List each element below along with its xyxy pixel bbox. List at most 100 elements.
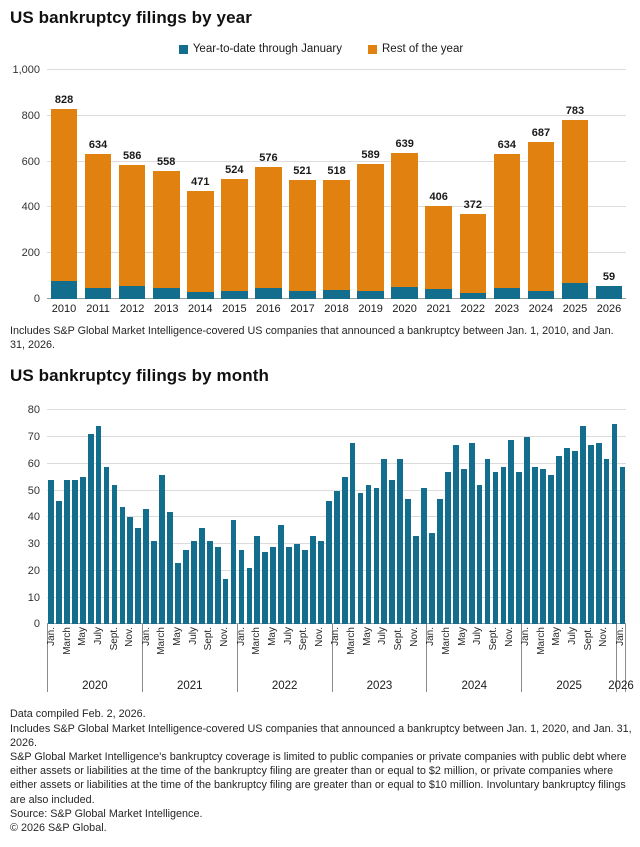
monthly-y-axis: 0 10 20 30 40 50 60 70 80 bbox=[10, 404, 40, 630]
bar-2025-m6 bbox=[563, 410, 571, 625]
bar-value-label: 639 bbox=[395, 137, 414, 150]
bar-month bbox=[48, 479, 54, 625]
y-tick-label: 50 bbox=[27, 484, 40, 497]
bar-segment-rest-of-year bbox=[289, 179, 316, 292]
month-label-slot: Sept. bbox=[488, 624, 499, 674]
bar-month bbox=[175, 562, 181, 625]
year-group-2021: Jan. March May July Sept. Nov. 2021 bbox=[141, 624, 238, 693]
x-tick-label-2011: 2011 bbox=[86, 303, 110, 315]
year-label-row-2024: 2024 bbox=[427, 674, 521, 692]
month-label-slot: May bbox=[77, 624, 88, 674]
x-tick-label-2026: 2026 bbox=[596, 303, 622, 315]
bar-2024-m12 bbox=[515, 410, 523, 625]
bar-2023-m12 bbox=[420, 410, 428, 625]
bar-segment-rest-of-year bbox=[425, 206, 452, 290]
legend-label-rest: Rest of the year bbox=[382, 43, 464, 55]
year-label-row-2021: 2021 bbox=[143, 674, 237, 692]
x-tick-label-2013: 2013 bbox=[153, 303, 179, 315]
bar-month bbox=[270, 546, 277, 625]
month-label-slot: Sept. bbox=[393, 624, 404, 674]
bar-month bbox=[524, 437, 531, 625]
bar-2023: 634 bbox=[490, 70, 524, 299]
bar-2023-m8 bbox=[388, 410, 396, 625]
bar-value-label: 783 bbox=[565, 104, 585, 117]
month-label-slot: July bbox=[188, 624, 199, 674]
legend-label-ytd: Year-to-date through January bbox=[192, 43, 342, 55]
bar-2021: 406 bbox=[422, 70, 456, 299]
year-group-2026: Jan. 2026 bbox=[608, 624, 634, 693]
bar-month bbox=[579, 426, 586, 625]
bar-month bbox=[143, 509, 150, 625]
bar-2024-m4 bbox=[452, 410, 460, 625]
bar-2026-m1 bbox=[619, 410, 627, 625]
bar-month bbox=[389, 479, 396, 625]
month-label-slot: May bbox=[551, 624, 562, 674]
bar-2021-m7 bbox=[190, 410, 198, 625]
bar-2023-m2 bbox=[341, 410, 349, 625]
bar-month bbox=[532, 466, 538, 625]
bar-month bbox=[159, 474, 165, 625]
yearly-plot-area: 828 634 586 558 471 524 576 521 518 589 639 406 372 6… bbox=[47, 69, 626, 299]
bar-value-label: 558 bbox=[157, 156, 176, 169]
month-labels-2026: Jan. bbox=[615, 624, 626, 674]
bar-2022-m6 bbox=[277, 410, 285, 625]
month-label-slot: May bbox=[362, 624, 373, 674]
bar-2022-m1 bbox=[238, 410, 246, 625]
x-tick-label-2019: 2019 bbox=[358, 303, 383, 315]
bar-month bbox=[79, 477, 86, 625]
bar-segment-ytd-january bbox=[152, 288, 180, 299]
bar-2020-m2 bbox=[55, 410, 63, 625]
month-label-slot: Nov. bbox=[124, 624, 135, 674]
bar-month bbox=[460, 469, 467, 625]
bar-month bbox=[294, 544, 300, 625]
gridline bbox=[47, 114, 626, 116]
bar-2025: 783 bbox=[558, 70, 592, 299]
y-tick-label: 40 bbox=[27, 511, 40, 524]
bar-2022-m9 bbox=[301, 410, 309, 625]
bar-value-label: 828 bbox=[54, 94, 74, 107]
bar-2025-m9 bbox=[587, 410, 595, 625]
bar-2020-m5 bbox=[79, 410, 87, 625]
bar-value-label: 524 bbox=[225, 164, 244, 177]
bar-segment-ytd-january bbox=[84, 287, 112, 299]
bar-2025-m2 bbox=[531, 410, 539, 625]
bar-2022-m8 bbox=[293, 410, 301, 625]
bar-2025-m12 bbox=[611, 410, 619, 625]
bar-month bbox=[151, 541, 157, 625]
bar-month bbox=[262, 552, 269, 625]
bar-2025-m10 bbox=[595, 410, 603, 625]
bar-2021-m4 bbox=[166, 410, 174, 625]
monthly-chart-title: US bankruptcy filings by month bbox=[10, 366, 269, 386]
year-label: 2020 bbox=[82, 680, 108, 693]
yearly-y-axis: 0 200 400 600 800 1,000 bbox=[10, 64, 40, 305]
monthly-x-axis: Jan. March May July Sept. Nov. 2020 Jan. March Ma… bbox=[46, 624, 634, 693]
bar-segment-ytd-january bbox=[493, 287, 521, 299]
legend-item-ytd: Year-to-date through January bbox=[178, 43, 342, 55]
bar-2016: 576 bbox=[251, 70, 285, 299]
bar-2024-m3 bbox=[444, 410, 452, 625]
bar-month bbox=[349, 442, 356, 625]
bar-month bbox=[500, 466, 507, 625]
x-tick-label-2020: 2020 bbox=[392, 303, 417, 315]
bar-2021-m11 bbox=[222, 410, 230, 625]
bar-month bbox=[167, 512, 173, 625]
bar-value-label: 634 bbox=[497, 138, 517, 151]
bar-value-label: 59 bbox=[602, 270, 616, 283]
bar-2019: 589 bbox=[354, 70, 388, 299]
footer-source: Source: S&P Global Market Intelligence. bbox=[10, 807, 203, 820]
bar-2023-m5 bbox=[365, 410, 373, 625]
bar-month bbox=[468, 442, 475, 625]
bar-month bbox=[508, 439, 515, 625]
bar-segment-ytd-january bbox=[289, 291, 316, 299]
bar-2023-m11 bbox=[412, 410, 420, 625]
bar-2021-m1 bbox=[142, 410, 150, 625]
y-tick-label: 200 bbox=[21, 247, 40, 260]
monthly-chart: 0 10 20 30 40 50 60 70 80 bbox=[10, 404, 632, 630]
year-label: 2025 bbox=[556, 680, 582, 693]
gridline bbox=[47, 409, 626, 411]
monthly-plot-area bbox=[47, 409, 627, 625]
bar-segment-ytd-january bbox=[118, 286, 146, 299]
bar-2021-m3 bbox=[158, 410, 166, 625]
bar-2022-m5 bbox=[269, 410, 277, 625]
bar-2024: 687 bbox=[524, 70, 558, 299]
